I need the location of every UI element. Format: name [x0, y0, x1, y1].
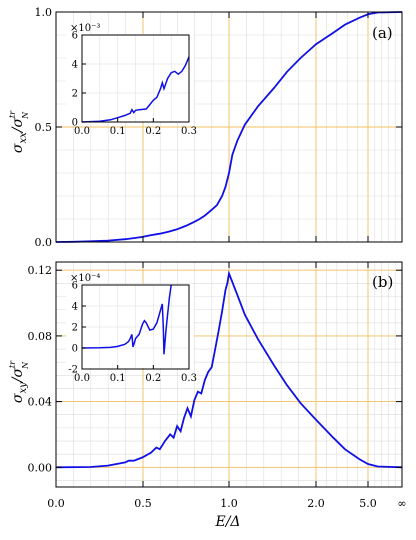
- panelA-ytick-label: 0.0: [35, 236, 53, 249]
- panel-b: 0.000.040.080.12 (b) σxy/σtr N 0.0 0.1 0.2 0…: [8, 261, 403, 488]
- panelA-ytick-label: 1.0: [35, 6, 53, 19]
- x-tick-label: ∞: [397, 497, 406, 510]
- panel-a: 0.0 0.5 1.0 (a) σxx/σtr N 0.0 0.1 0.2 0.3 0 2 4 6 …: [8, 6, 403, 249]
- panel-a-inset-multiplier: ×10⁻³: [70, 23, 100, 34]
- insetA-xtick-label: 0.3: [181, 126, 197, 137]
- x-tick-label: 0.5: [134, 497, 152, 510]
- panel-a-inset-frame: [81, 34, 190, 123]
- panel-a-inset: 0.0 0.1 0.2 0.3 0 2 4 6 ×10⁻³: [66, 23, 197, 137]
- panelB-ytick-label: 0.04: [28, 396, 53, 409]
- panel-b-inset: 0.0 0.1 0.2 0.3 -2 0 2 4 6 ×10⁻⁴: [66, 273, 197, 384]
- insetA-xtick-label: 0.1: [110, 126, 126, 137]
- panel-a-xticks: [55, 12, 403, 242]
- insetB-ytick-label: 4: [72, 302, 78, 313]
- x-axis-label: E/Δ: [214, 514, 240, 530]
- panel-b-label: (b): [372, 273, 393, 291]
- insetA-xtick-label: 0.0: [74, 126, 90, 137]
- panel-a-inset-ticks: 0.0 0.1 0.2 0.3 0 2 4 6: [72, 31, 197, 138]
- x-tick-labels: 0.0 0.5 1.0 2.0 5.0 ∞: [47, 497, 406, 510]
- insetA-ytick-label: 2: [72, 89, 78, 100]
- insetB-xtick-label: 0.0: [74, 373, 90, 384]
- panel-b-inset-curve: [81, 284, 172, 355]
- panelB-ytick-label: 0.00: [28, 461, 53, 474]
- panelA-ytick-label: 0.5: [35, 121, 53, 134]
- panel-b-curve: [55, 270, 403, 469]
- x-tick-label: 2.0: [307, 497, 325, 510]
- insetA-ytick-label: 4: [72, 60, 78, 71]
- panel-b-inset-ticks: 0.0 0.1 0.2 0.3 -2 0 2 4 6: [68, 281, 197, 385]
- x-tick-label: 1.0: [220, 497, 238, 510]
- panel-a-curve: [55, 11, 403, 243]
- insetA-xtick-label: 0.2: [145, 126, 161, 137]
- panelB-ytick-label: 0.08: [28, 330, 53, 343]
- insetB-ytick-label: 0: [72, 344, 78, 355]
- panel-a-ylabel: σxx/σtr N: [8, 110, 30, 153]
- panel-b-inset-multiplier: ×10⁻⁴: [70, 273, 100, 284]
- panel-a-label: (a): [372, 24, 393, 42]
- panel-b-xticks: [55, 262, 403, 487]
- insetB-ytick-label: 6: [72, 281, 78, 292]
- insetB-ytick-label: -2: [68, 365, 78, 376]
- insetB-xtick-label: 0.2: [145, 373, 161, 384]
- x-tick-label: 5.0: [359, 497, 377, 510]
- insetB-ytick-label: 2: [72, 323, 78, 334]
- insetA-ytick-label: 0: [72, 118, 78, 129]
- insetB-xtick-label: 0.3: [181, 373, 197, 384]
- panel-a-yticks: 0.0 0.5 1.0: [35, 6, 402, 249]
- panel-a-inset-curve: [81, 56, 190, 123]
- panel-b-yticks: 0.000.040.080.12: [28, 264, 402, 474]
- insetA-ytick-label: 6: [72, 31, 78, 42]
- panelB-ytick-label: 0.12: [28, 264, 53, 277]
- x-tick-label: 0.0: [47, 497, 65, 510]
- insetB-xtick-label: 0.1: [110, 373, 126, 384]
